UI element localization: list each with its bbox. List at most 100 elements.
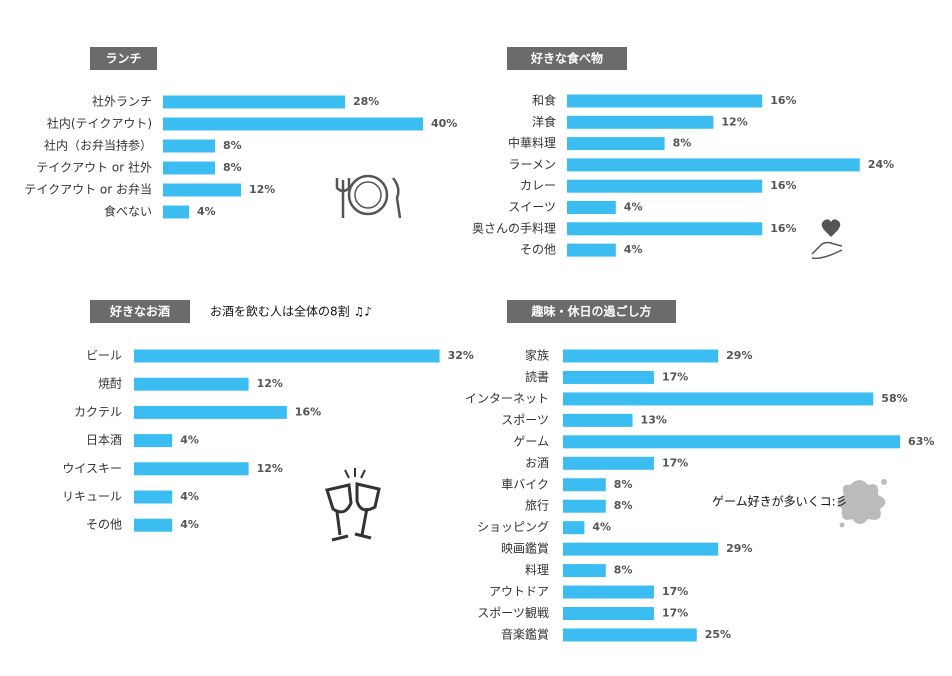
title-box [507, 47, 627, 70]
value-label: 4% [624, 243, 643, 256]
bar [134, 405, 287, 419]
value-label: 29% [726, 349, 752, 362]
value-label: 4% [197, 205, 216, 218]
category-label: 車バイク [501, 477, 549, 491]
bar [134, 518, 173, 532]
value-label: 8% [673, 137, 692, 150]
category-label: スイーツ [508, 200, 556, 214]
category-label: 読書 [525, 369, 549, 384]
bar [563, 521, 585, 535]
cheers-icon [325, 468, 381, 542]
title-box [507, 300, 676, 323]
bar [567, 222, 763, 236]
bar [163, 117, 423, 131]
value-label: 12% [721, 115, 747, 128]
splat-icon [837, 479, 887, 528]
category-label: 社内(テイクアウト) [47, 116, 152, 131]
value-label: 17% [662, 370, 688, 383]
value-label: 24% [868, 158, 894, 171]
category-label: 社外ランチ [92, 94, 152, 109]
category-label: 旅行 [525, 499, 549, 513]
bar [563, 392, 874, 406]
bar [563, 628, 697, 642]
bar [563, 542, 719, 556]
bar [567, 201, 616, 214]
bar [134, 490, 173, 504]
value-label: 58% [881, 392, 907, 405]
value-label: 17% [662, 607, 688, 620]
category-label: 中華料理 [508, 135, 556, 150]
category-label: 社内（お弁当持参） [44, 138, 152, 153]
category-label: ゲーム [513, 434, 549, 448]
category-label: スポーツ [501, 413, 549, 427]
bar [567, 179, 763, 193]
bar [563, 413, 633, 427]
heart-hand-icon [811, 219, 843, 260]
category-label: 洋食 [532, 114, 556, 129]
value-label: 40% [431, 117, 457, 130]
value-label: 4% [624, 201, 643, 214]
bar [563, 456, 654, 470]
chart-title: ランチ [105, 52, 141, 66]
category-label: インターネット [465, 391, 549, 405]
category-label: リキュール [62, 490, 122, 504]
bar [567, 115, 714, 129]
bar [563, 585, 654, 599]
value-label: 4% [180, 490, 199, 503]
bar [163, 95, 345, 109]
value-label: 8% [614, 478, 633, 491]
value-label: 8% [223, 139, 242, 152]
chart-title: 好きな食べ物 [530, 51, 603, 66]
value-label: 12% [257, 462, 283, 475]
category-label: その他 [520, 243, 556, 257]
value-label: 17% [662, 456, 688, 469]
value-label: 4% [180, 434, 199, 447]
tableware-icon [335, 174, 402, 219]
category-label: カクテル [74, 405, 122, 419]
bar [563, 564, 606, 578]
category-label: お酒 [525, 456, 549, 470]
value-label: 63% [908, 435, 934, 448]
category-label: 和食 [532, 93, 556, 108]
category-label: ラーメン [508, 157, 556, 171]
bar [563, 349, 719, 363]
bar [563, 370, 654, 384]
category-label: 焼酎 [98, 376, 122, 391]
bar [563, 499, 606, 513]
category-label: 音楽鑑賞 [501, 626, 549, 641]
bar [163, 205, 189, 219]
category-label: その他 [86, 518, 122, 532]
bar [134, 462, 249, 476]
bar [163, 161, 215, 175]
value-label: 28% [353, 95, 379, 108]
bar [567, 94, 763, 108]
category-label: 料理 [525, 563, 549, 577]
chart-title: 好きなお酒 [109, 304, 170, 319]
value-label: 8% [614, 499, 633, 512]
bar [563, 607, 654, 621]
value-label: 4% [180, 518, 199, 531]
bar [563, 478, 606, 492]
value-label: 32% [448, 349, 474, 362]
bar [563, 435, 901, 449]
value-label: 4% [592, 521, 611, 534]
value-label: 13% [641, 413, 667, 426]
category-label: 食べない [104, 204, 152, 219]
category-label: テイクアウト or 社外 [36, 160, 152, 175]
category-label: ビール [86, 349, 122, 363]
category-label: ショッピング [477, 520, 549, 534]
bar [567, 137, 665, 151]
annotation: お酒を飲む人は全体の8割 ♫♪ [210, 304, 372, 319]
value-label: 25% [705, 628, 731, 641]
value-label: 16% [770, 179, 796, 192]
value-label: 12% [257, 377, 283, 390]
value-label: 8% [614, 564, 633, 577]
category-label: 家族 [525, 348, 549, 363]
value-label: 12% [249, 183, 275, 196]
value-label: 16% [295, 405, 321, 418]
category-label: アウトドア [489, 585, 549, 599]
value-label: 29% [726, 542, 752, 555]
bar [163, 183, 241, 197]
category-label: 奥さんの手料理 [472, 221, 556, 235]
